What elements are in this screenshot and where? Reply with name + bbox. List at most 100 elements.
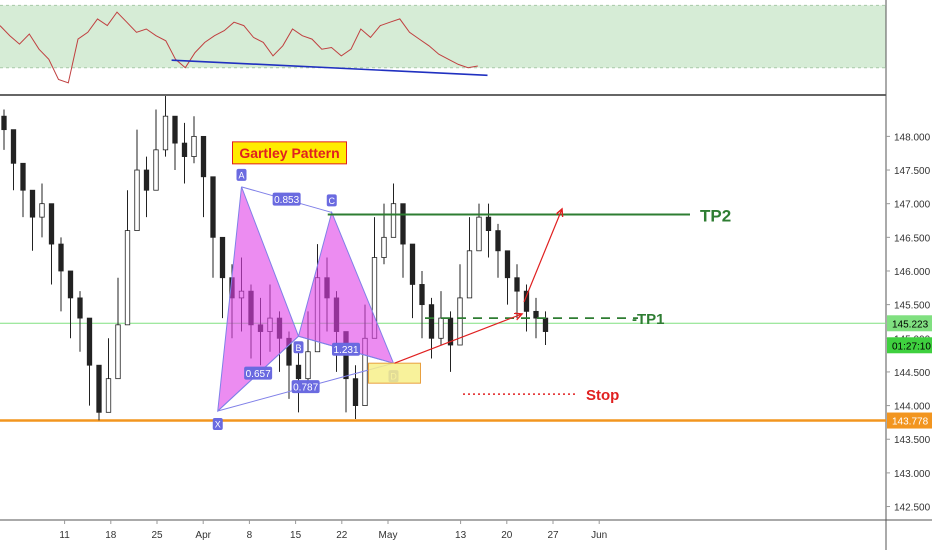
candle-body xyxy=(210,176,216,238)
price-ytick-label: 146.500 xyxy=(894,233,931,244)
point-label-x: X xyxy=(215,419,221,429)
divergence-line xyxy=(171,59,488,77)
ratio-label-xd: 0.787 xyxy=(293,383,318,394)
candle-body xyxy=(514,277,520,292)
ratio-badge xyxy=(332,342,360,356)
point-label-a: A xyxy=(238,170,244,180)
ratio-badge xyxy=(272,192,301,206)
ratio-badge xyxy=(291,380,320,394)
pattern-title-box xyxy=(232,141,347,165)
candle-body xyxy=(447,317,454,346)
candle-body xyxy=(153,149,159,191)
candle-body xyxy=(352,378,359,406)
candle-body xyxy=(295,364,302,380)
support-price-badge: 143.778 xyxy=(892,417,929,428)
rsi-line xyxy=(0,11,478,84)
x-tick-label: 25 xyxy=(151,530,163,541)
d-target-zone xyxy=(368,362,421,384)
candle-body xyxy=(419,284,425,306)
price-ytick-label: 143.500 xyxy=(894,435,931,446)
x-tick-label: 18 xyxy=(105,530,117,541)
countdown-badge-bg xyxy=(887,337,932,354)
candle-body xyxy=(476,216,482,252)
ratio-label-ac: 0.853 xyxy=(274,195,299,206)
point-badge xyxy=(236,168,247,181)
rsi-band xyxy=(0,5,886,68)
candle-body xyxy=(219,236,226,279)
price-ytick-label: 145.500 xyxy=(894,301,931,312)
countdown-badge: 01:27:10 xyxy=(892,341,931,352)
candle-body xyxy=(542,317,549,332)
candle-body xyxy=(29,189,36,218)
candle-body xyxy=(96,364,102,413)
current-price-badge-bg xyxy=(887,315,932,332)
arrow-to-tp1 xyxy=(394,314,523,364)
point-badge xyxy=(212,417,223,430)
x-tick-label: 22 xyxy=(336,530,348,541)
price-ytick-label: 147.000 xyxy=(894,200,931,211)
pattern-title: Gartley Pattern xyxy=(239,145,339,161)
x-tick-label: 11 xyxy=(59,530,70,541)
candle-body xyxy=(438,317,444,339)
candle-body xyxy=(305,351,311,380)
candle-body xyxy=(409,243,416,285)
candle-body xyxy=(162,115,169,151)
candle-body xyxy=(495,230,501,252)
price-ytick-label: 144.000 xyxy=(894,402,931,413)
candle-body xyxy=(10,129,17,164)
price-ytick-label: 142.500 xyxy=(894,503,931,514)
current-price-badge: 145.223 xyxy=(892,319,929,330)
candle-body xyxy=(1,115,7,131)
candle-body xyxy=(77,297,83,319)
candle-body xyxy=(105,378,112,413)
arrow-to-tp2 xyxy=(523,209,562,303)
point-label-c: C xyxy=(329,196,336,206)
candle-body xyxy=(143,169,150,191)
candle-body xyxy=(533,310,539,319)
candle-body xyxy=(390,203,397,238)
candle-body xyxy=(134,169,140,232)
x-tick-label: 15 xyxy=(290,530,302,541)
tp1-label: -TP1 xyxy=(632,311,665,328)
point-label-b: B xyxy=(295,343,301,353)
candle-body xyxy=(466,250,473,299)
price-ytick-label: 144.500 xyxy=(894,368,931,379)
price-ytick-label: 146.000 xyxy=(894,267,931,278)
x-tick-label: May xyxy=(379,530,398,541)
candle-body xyxy=(172,115,178,144)
price-ytick-label: 148.000 xyxy=(894,132,931,143)
candle-body xyxy=(86,317,93,366)
candle-body xyxy=(504,250,511,279)
candle-body xyxy=(48,203,55,245)
x-tick-label: 13 xyxy=(455,530,467,541)
candle-body xyxy=(200,135,207,178)
candle-body xyxy=(191,135,197,157)
x-tick-label: 27 xyxy=(547,530,559,541)
point-badge xyxy=(293,341,304,354)
candle-body xyxy=(124,230,131,326)
candle-body xyxy=(115,324,121,380)
price-scale-bg xyxy=(886,0,932,550)
tp2-label: TP2 xyxy=(700,206,731,225)
candle-body xyxy=(485,216,492,232)
support-price-badge-bg xyxy=(887,412,932,429)
candle-body xyxy=(428,304,435,339)
x-tick-label: Apr xyxy=(195,530,211,541)
candle-body xyxy=(400,203,406,245)
stop-label: Stop xyxy=(586,387,619,404)
point-badge xyxy=(326,194,337,207)
ratio-label-xb: 0.657 xyxy=(246,369,271,380)
x-tick-label: Jun xyxy=(591,530,607,541)
candle-body xyxy=(457,297,463,346)
price-ytick-label: 143.000 xyxy=(894,469,931,480)
ratio-label-bd: 1.231 xyxy=(333,345,358,356)
candle-body xyxy=(381,236,387,258)
candle-body xyxy=(58,243,64,272)
candle-body xyxy=(67,270,74,299)
x-tick-label: 20 xyxy=(501,530,513,541)
ratio-badge xyxy=(244,366,273,380)
price-ytick-label: 147.500 xyxy=(894,166,931,177)
candle-body xyxy=(181,142,188,157)
